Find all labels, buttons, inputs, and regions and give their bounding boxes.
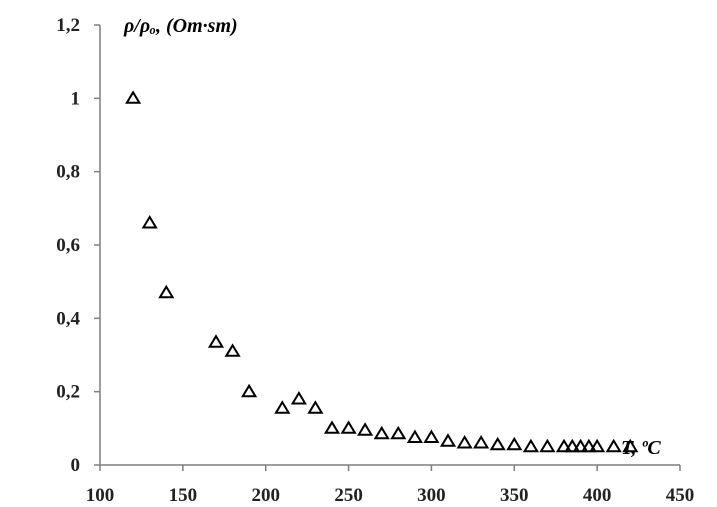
data-point-triangle bbox=[290, 391, 307, 405]
y-tick-label: 0,8 bbox=[56, 162, 80, 183]
data-point-triangle bbox=[473, 435, 490, 449]
data-point-triangle bbox=[580, 438, 597, 453]
data-point-triangle bbox=[605, 438, 622, 453]
x-tick-label: 350 bbox=[500, 485, 529, 506]
data-point-triangle bbox=[241, 383, 258, 398]
y-tick-label: 0 bbox=[71, 455, 81, 476]
data-point-triangle bbox=[564, 438, 581, 453]
data-point-triangle bbox=[589, 438, 606, 453]
data-point-triangle bbox=[622, 438, 639, 453]
data-point-triangle bbox=[373, 425, 390, 440]
data-point-triangle bbox=[158, 284, 175, 299]
data-point-triangle bbox=[323, 420, 341, 434]
data-point-triangle bbox=[307, 400, 324, 414]
axes bbox=[99, 25, 680, 466]
data-point-triangle bbox=[539, 438, 556, 453]
y-tick-label: 0,2 bbox=[56, 382, 80, 403]
data-point-triangle bbox=[125, 90, 142, 104]
x-axis-title: T, ºC bbox=[621, 437, 661, 459]
data-point-triangle bbox=[274, 400, 291, 414]
data-point-triangle bbox=[489, 436, 506, 451]
data-point-triangle bbox=[390, 425, 407, 440]
data-point-triangle bbox=[141, 215, 158, 229]
data-point-triangle bbox=[340, 420, 357, 434]
x-tick-label: 450 bbox=[666, 485, 695, 506]
data-point-triangle bbox=[506, 436, 523, 451]
data-point-triangle bbox=[207, 334, 225, 348]
y-tick-label: 1,2 bbox=[56, 15, 80, 36]
data-point-triangle bbox=[555, 438, 573, 453]
y-tick-label: 0,4 bbox=[56, 308, 80, 329]
x-tick-label: 250 bbox=[334, 485, 363, 506]
y-axis-title: ρ/ρₒ, (Om·sm) bbox=[123, 15, 238, 37]
x-tick-label: 400 bbox=[583, 485, 612, 506]
y-tick-label: 1 bbox=[71, 88, 81, 109]
x-tick-label: 200 bbox=[251, 485, 280, 506]
data-point-triangle bbox=[439, 433, 457, 447]
x-tick-label: 100 bbox=[86, 485, 115, 506]
x-tick-label: 150 bbox=[169, 485, 198, 506]
data-point-triangle bbox=[522, 438, 539, 453]
data-points bbox=[125, 90, 639, 453]
data-point-triangle bbox=[357, 422, 374, 436]
data-point-triangle bbox=[406, 429, 423, 443]
data-point-triangle bbox=[224, 343, 241, 357]
x-axis-ticks: 100 150 200 250 300 350 400 450 bbox=[86, 465, 695, 506]
data-point-triangle bbox=[423, 429, 440, 443]
x-tick-label: 300 bbox=[417, 485, 446, 506]
data-point-triangle bbox=[456, 435, 473, 449]
data-point-triangle bbox=[572, 438, 589, 453]
y-axis-ticks: 0 0,2 0,4 0,6 0,8 1 1,2 bbox=[56, 15, 100, 476]
y-tick-label: 0,6 bbox=[56, 235, 80, 256]
